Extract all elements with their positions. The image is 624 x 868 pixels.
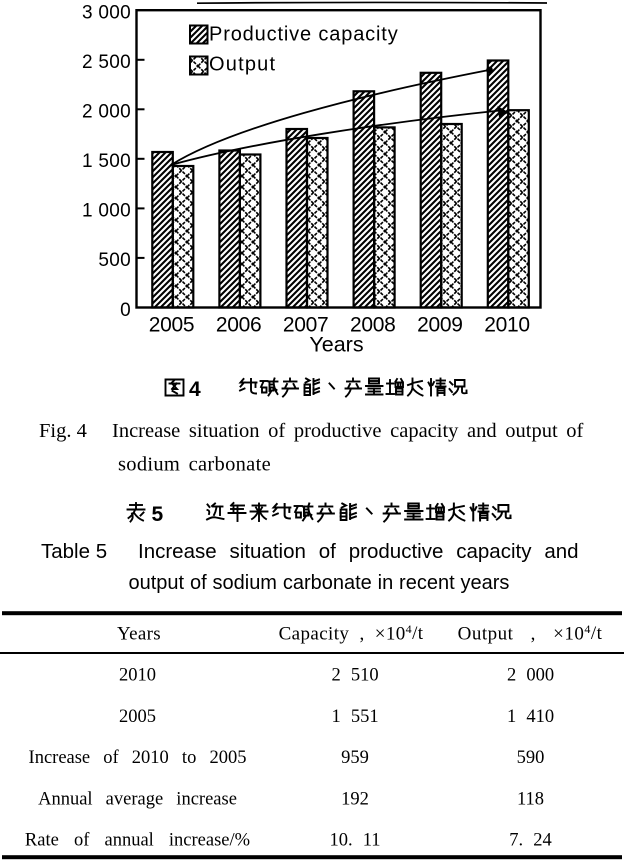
svg-text:2 000: 2 000: [507, 666, 554, 686]
svg-text:Fig. 4: Fig. 4: [39, 420, 87, 442]
svg-text:10. 11: 10. 11: [329, 831, 380, 851]
svg-text:Productive capacity: Productive capacity: [209, 24, 399, 46]
svg-text:0: 0: [120, 300, 131, 321]
svg-text:Years: Years: [117, 624, 161, 645]
svg-text:2010: 2010: [484, 314, 530, 337]
svg-text:1 000: 1 000: [82, 201, 131, 222]
svg-text:output of sodium carbonate in: output of sodium carbonate in recent yea…: [129, 572, 510, 594]
svg-text:2005: 2005: [149, 314, 195, 337]
svg-text:2 500: 2 500: [82, 52, 131, 73]
svg-text:Increase situation of producti: Increase situation of productive capacit…: [138, 540, 579, 563]
svg-text:Increase situation of producti: Increase situation of productive capacit…: [112, 420, 584, 442]
svg-text:3 000: 3 000: [82, 3, 131, 24]
svg-text:4: 4: [189, 378, 201, 401]
svg-text:959: 959: [341, 748, 369, 768]
svg-text:2010: 2010: [119, 666, 156, 686]
svg-text:Rate of annual increase/%: Rate of annual increase/%: [25, 831, 250, 851]
svg-text:2005: 2005: [119, 707, 156, 727]
svg-text:2006: 2006: [216, 314, 262, 337]
svg-text:2 000: 2 000: [82, 102, 131, 123]
svg-text:500: 500: [98, 250, 131, 271]
svg-text:1 551: 1 551: [331, 707, 378, 727]
svg-text:Years: Years: [309, 333, 363, 357]
svg-text:Output , ×104/t: Output , ×104/t: [458, 622, 603, 645]
svg-text:2008: 2008: [350, 314, 396, 337]
svg-text:sodium carbonate: sodium carbonate: [118, 454, 271, 476]
svg-text:7. 24: 7. 24: [509, 831, 552, 851]
svg-text:2009: 2009: [417, 314, 463, 337]
svg-text:192: 192: [341, 790, 369, 810]
svg-text:2 510: 2 510: [331, 666, 378, 686]
svg-text:Capacity , ×104/t: Capacity , ×104/t: [279, 622, 424, 645]
svg-text:1 410: 1 410: [507, 707, 554, 727]
svg-text:2007: 2007: [283, 314, 329, 337]
svg-text:Table 5: Table 5: [41, 540, 107, 563]
svg-text:Output: Output: [209, 54, 276, 76]
svg-text:590: 590: [517, 748, 545, 768]
svg-text:5: 5: [152, 503, 164, 526]
svg-text:118: 118: [517, 790, 544, 810]
svg-text:Increase of 2010 to 2005: Increase of 2010 to 2005: [29, 748, 247, 768]
svg-text:Annual average increase: Annual average increase: [38, 790, 237, 810]
svg-text:1 500: 1 500: [82, 151, 131, 172]
